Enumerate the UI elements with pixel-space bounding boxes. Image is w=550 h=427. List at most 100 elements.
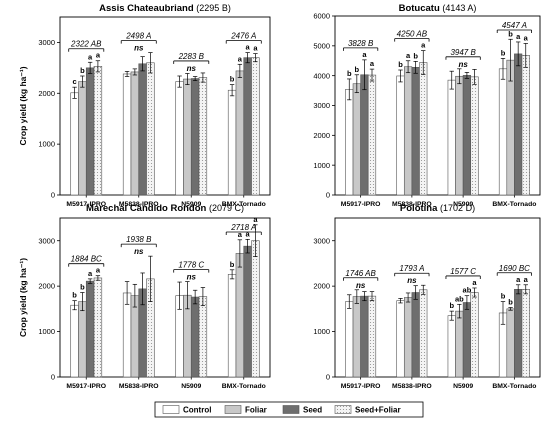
panel-title: Botucatu (4143 A)	[399, 3, 477, 14]
panel-title-name: Marechal Cândido Rondon	[86, 203, 209, 214]
panel-title-subtitle: (4143 A)	[442, 3, 476, 13]
category-label: BMX-Tornado	[492, 383, 536, 390]
bar-control	[122, 292, 132, 378]
category-label: N5909	[453, 383, 473, 390]
chart-panel-2: Botucatu (4143 A) 0 1000 2000 3000 4000 5000 60…	[313, 3, 541, 208]
bar-seed	[462, 302, 472, 378]
significance-letter: b	[230, 260, 235, 269]
significance-letter: a	[253, 215, 258, 224]
group-mean-label: 1793 A	[399, 264, 424, 273]
significance-letter: a	[370, 59, 375, 68]
group-mean-label: 4250 AB	[397, 30, 428, 39]
ns-label: ns	[407, 276, 417, 285]
bar-seed-foliar	[146, 62, 155, 196]
bar-foliar	[235, 253, 245, 378]
plot-frame	[59, 217, 271, 378]
category-label: M5917-IPRO	[341, 201, 381, 208]
y-tick-label: 1000	[38, 140, 55, 149]
significance-letter: a	[246, 43, 251, 52]
bar-foliar	[352, 83, 361, 196]
group-mean-label: 3947 B	[450, 48, 476, 57]
bar-seed-foliar	[93, 277, 103, 378]
bar-control	[498, 68, 508, 196]
y-tick-label: 0	[326, 373, 330, 382]
bar-foliar	[78, 81, 87, 196]
bar-control	[227, 274, 237, 378]
category-label: M5838-IPRO	[119, 383, 159, 390]
significance-letter: a	[524, 275, 529, 284]
legend-label: Seed+Foliar	[355, 406, 401, 415]
significance-letter: a	[421, 41, 426, 50]
bar-seed	[462, 75, 472, 196]
plot-frame	[334, 217, 541, 378]
panel-title-subtitle: (2079 C)	[209, 203, 244, 213]
significance-letter: ab	[463, 286, 472, 295]
bar-control	[227, 89, 237, 196]
bar-foliar	[183, 78, 192, 196]
significance-letter: b	[508, 29, 513, 38]
legend-label: Control	[183, 406, 211, 415]
panels: Assis Chateaubriand (2295 B) 0 1000 2000 300…	[18, 3, 541, 390]
significance-letter: a	[96, 51, 101, 60]
bar-control	[396, 75, 405, 196]
group-mean-label: 3828 B	[348, 39, 374, 48]
bar-foliar	[403, 66, 413, 196]
bar-seed-foliar	[251, 240, 260, 378]
group-mean-label: 1577 C	[450, 267, 476, 276]
significance-letter: b	[508, 297, 513, 306]
ns-label: ns	[134, 247, 144, 256]
significance-letter: b	[501, 292, 506, 301]
significance-letter: a	[238, 54, 243, 63]
bar-foliar	[78, 301, 87, 378]
ns-label: ns	[458, 60, 468, 69]
panel-title-subtitle: (2295 B)	[196, 3, 231, 13]
y-tick-label: 3000	[38, 38, 55, 47]
ns-label: ns	[187, 273, 197, 282]
y-tick-label: 3000	[38, 236, 55, 245]
y-tick-label: 2000	[313, 131, 330, 140]
y-tick-label: 1000	[38, 327, 55, 336]
significance-letter: a	[516, 275, 521, 284]
bar-foliar	[506, 308, 515, 378]
significance-letter: c	[73, 77, 77, 86]
bar-foliar	[403, 297, 413, 378]
ns-label: ns	[356, 281, 366, 290]
group-mean-label: 1884 BC	[71, 255, 102, 264]
category-label: BMX-Tornado	[222, 383, 266, 390]
significance-letter: b	[355, 65, 360, 74]
category-label: BMX-Tornado	[222, 201, 266, 208]
significance-letter: a	[88, 269, 93, 278]
group-mean-label: 1938 B	[126, 235, 152, 244]
category-label: M5838-IPRO	[392, 201, 432, 208]
significance-letter: a	[88, 52, 93, 61]
bar-control	[345, 301, 354, 378]
bar-seed-foliar	[419, 289, 428, 378]
bar-seed	[243, 57, 252, 196]
significance-letter: b	[449, 301, 454, 310]
legend: Control Foliar Seed Seed+Foliar	[154, 401, 424, 418]
bar-control	[70, 92, 79, 196]
significance-letter: a	[516, 32, 521, 41]
y-axis-label: Crop yield (kg ha⁻¹)	[18, 66, 28, 145]
bar-seed	[243, 245, 252, 378]
panel-title: Marechal Cândido Rondon (2079 C)	[86, 203, 244, 214]
chart-panel-4: Polotina (1702 D) 0 1000 2000 3000 M5917-IPRO…	[313, 203, 541, 390]
legend-swatch-seed-foliar	[334, 405, 352, 414]
bar-control	[447, 315, 456, 378]
group-mean-label: 2283 B	[178, 52, 205, 61]
bar-seed-foliar	[198, 296, 208, 378]
bar-seed-foliar	[93, 66, 103, 196]
y-tick-label: 2000	[38, 89, 55, 98]
plot-frame	[59, 16, 271, 196]
group-mean-label: 1778 C	[178, 261, 204, 270]
bar-foliar	[130, 295, 140, 378]
significance-letter: b	[501, 48, 506, 57]
panel-title-subtitle: (1702 D)	[440, 203, 475, 213]
bar-seed-foliar	[470, 76, 479, 196]
category-label: BMX-Tornado	[492, 201, 536, 208]
significance-letter: a	[253, 44, 258, 53]
y-tick-label: 2000	[313, 282, 330, 291]
group-mean-label: 1746 AB	[345, 269, 376, 278]
bar-control	[396, 300, 405, 378]
